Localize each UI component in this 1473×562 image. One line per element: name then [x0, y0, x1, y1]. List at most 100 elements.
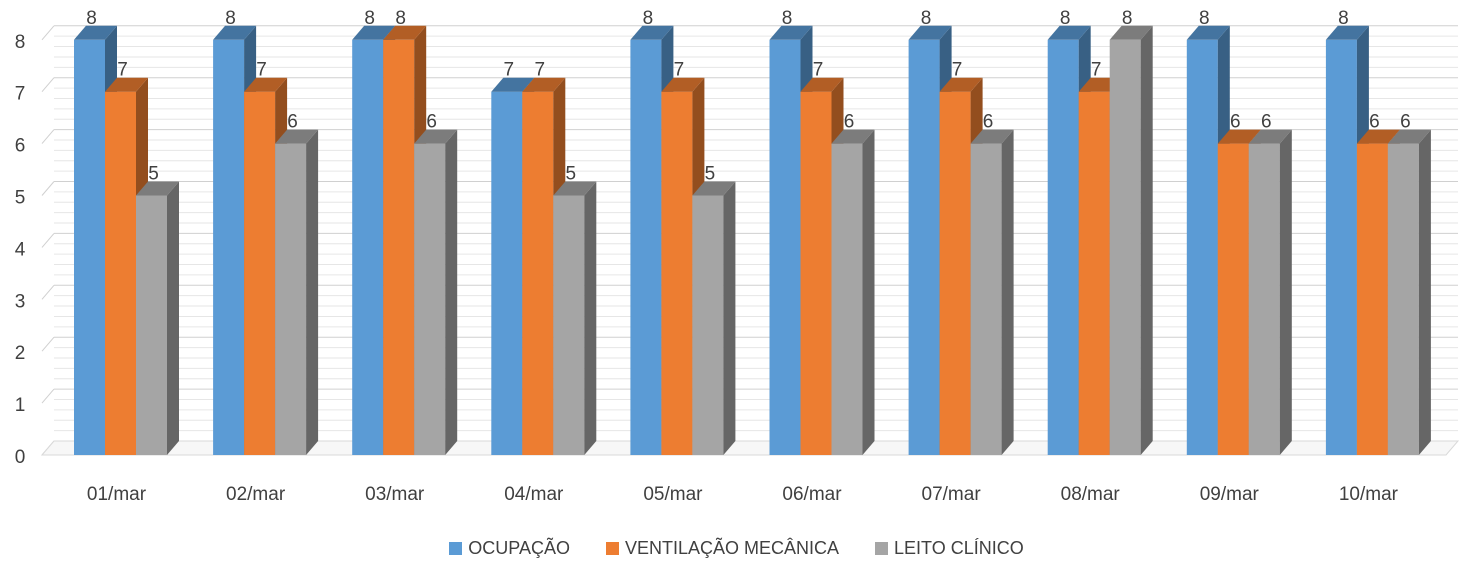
data-label: 7 — [535, 60, 546, 81]
bar-front — [692, 195, 724, 455]
bar-front — [1387, 143, 1419, 455]
data-label: 8 — [782, 8, 793, 29]
gridline-depth — [41, 77, 55, 93]
x-tick-label: 08/mar — [1061, 484, 1121, 505]
bar-front — [1248, 143, 1280, 455]
data-label: 7 — [674, 60, 685, 81]
bar-side — [1001, 129, 1014, 455]
bar-top — [769, 25, 813, 40]
data-label: 8 — [1338, 8, 1349, 29]
bar-front — [831, 143, 863, 455]
bar-front — [491, 91, 523, 455]
legend-item-ocupacao: OCUPAÇÃO — [449, 538, 570, 559]
bar-top — [522, 77, 566, 92]
y-tick-label: 8 — [15, 32, 26, 53]
bar-top — [1387, 129, 1431, 144]
bar-front — [383, 39, 415, 456]
y-tick-label: 3 — [15, 291, 26, 312]
bar-front — [970, 143, 1002, 455]
data-label: 6 — [1261, 112, 1272, 133]
bar-top — [74, 25, 117, 40]
data-label: 6 — [1400, 112, 1411, 133]
bar-top — [1109, 25, 1153, 40]
gridline-depth — [41, 129, 55, 144]
bar-top — [553, 181, 597, 196]
legend-label-leito-clinico: LEITO CLÍNICO — [894, 538, 1024, 558]
data-label: 5 — [148, 164, 159, 185]
data-label: 6 — [844, 112, 855, 133]
x-tick-label: 03/mar — [365, 484, 425, 505]
x-tick-label: 02/mar — [226, 484, 286, 505]
bar-front — [553, 195, 585, 455]
bar-top — [692, 181, 736, 196]
data-label: 5 — [566, 164, 577, 185]
bar-top — [800, 77, 844, 92]
bar-top — [275, 129, 319, 144]
data-label: 8 — [643, 8, 654, 29]
x-tick-label: 09/mar — [1200, 484, 1260, 505]
data-label: 8 — [1060, 8, 1071, 29]
bar-front — [275, 143, 307, 455]
bar-side — [1279, 129, 1292, 455]
data-label: 7 — [117, 60, 128, 81]
gridline-depth — [41, 25, 55, 41]
x-tick-label: 01/mar — [87, 484, 147, 505]
gridline-depth — [41, 284, 55, 300]
bar-top — [244, 77, 288, 92]
bar-top — [831, 129, 875, 144]
legend-label-ocupacao: OCUPAÇÃO — [468, 538, 570, 558]
bar-side — [1140, 25, 1153, 456]
legend-item-leito-clinico: LEITO CLÍNICO — [875, 538, 1024, 559]
bar-top — [970, 129, 1014, 144]
data-label: 6 — [983, 112, 994, 133]
bar-top — [661, 77, 705, 92]
bar-top — [491, 77, 535, 92]
bar-front — [1078, 91, 1110, 455]
x-tick-label: 10/mar — [1339, 484, 1399, 505]
bar-top — [1186, 25, 1230, 40]
bar-front — [769, 39, 801, 456]
bar-front — [1047, 39, 1079, 456]
data-label: 7 — [504, 60, 515, 81]
bar-top — [1356, 129, 1400, 144]
gridline-depth — [41, 336, 55, 352]
data-label: 8 — [395, 8, 406, 29]
bar-top — [1248, 129, 1292, 144]
bar-top — [1217, 129, 1261, 144]
y-tick-label: 1 — [15, 395, 26, 416]
y-tick-label: 5 — [15, 188, 26, 209]
legend: OCUPAÇÃO VENTILAÇÃO MECÂNICA LEITO CLÍNI… — [0, 538, 1473, 559]
bar-side — [167, 181, 179, 455]
bar-front — [1109, 39, 1141, 456]
x-tick-label: 05/mar — [643, 484, 703, 505]
bar-top — [105, 77, 148, 92]
gridline-depth — [41, 181, 55, 196]
bar-front — [213, 39, 245, 456]
bar-side — [306, 129, 319, 455]
data-label: 6 — [1230, 112, 1241, 133]
y-tick-label: 0 — [15, 447, 26, 468]
data-label: 7 — [1091, 60, 1102, 81]
bar-top — [939, 77, 983, 92]
bar-front — [1325, 39, 1357, 456]
y-tick-label: 7 — [15, 84, 26, 105]
data-label: 7 — [256, 60, 267, 81]
data-label: 8 — [364, 8, 375, 29]
bar-top — [352, 25, 396, 40]
bar-front — [630, 39, 662, 456]
data-label: 6 — [1369, 112, 1380, 133]
bar-front — [800, 91, 832, 455]
x-tick-label: 07/mar — [922, 484, 982, 505]
bar-top — [630, 25, 674, 40]
bar-front — [105, 91, 136, 455]
bar-side — [584, 181, 597, 455]
bar-top — [1047, 25, 1091, 40]
bar-front — [908, 39, 940, 456]
bar-side — [862, 129, 875, 455]
data-label: 8 — [921, 8, 932, 29]
legend-swatch-leito-clinico — [875, 542, 889, 555]
y-tick-label: 2 — [15, 343, 26, 364]
bar-top — [383, 25, 427, 40]
bar-front — [352, 39, 384, 456]
